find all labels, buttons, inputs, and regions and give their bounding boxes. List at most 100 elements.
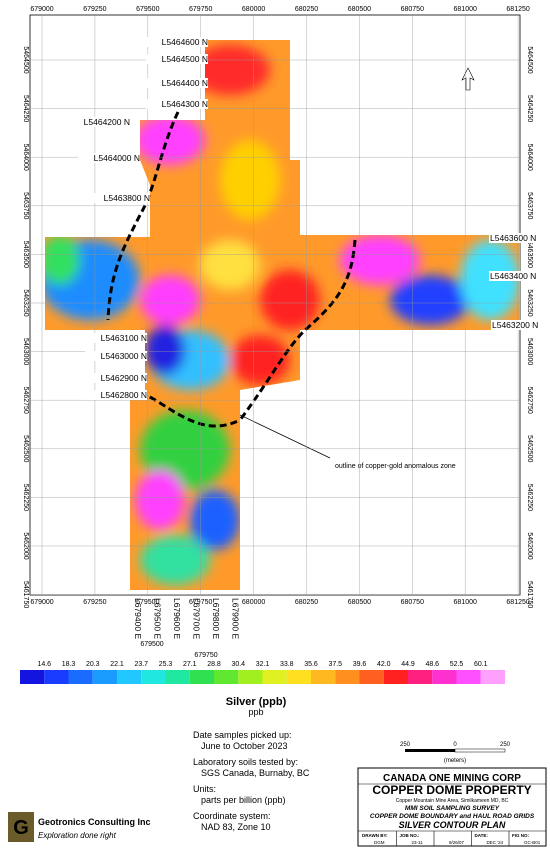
north-line-label: L5463600 N (490, 233, 536, 243)
y-coord-right: 5462250 (526, 484, 533, 511)
north-line-label: L5463200 N (492, 320, 538, 330)
y-coord-right: 5463000 (526, 338, 533, 365)
cell-label: FIG NO: (512, 833, 529, 838)
east-line-label: L679500 E (153, 598, 163, 639)
legend-label: 27.1 (183, 661, 197, 668)
x-coord-top: 679750 (189, 6, 212, 13)
label-bg (146, 37, 208, 47)
label-bg (85, 333, 147, 343)
note-text: June to October 2023 (201, 741, 288, 751)
x-coord-extra: 679500 (140, 641, 163, 648)
title-grids: COPPER DOME BOUNDARY and HAUL ROAD GRIDS (370, 813, 535, 820)
north-line-label: L5463100 N (101, 333, 147, 343)
legend-swatch (68, 670, 93, 684)
legend-swatch (359, 670, 384, 684)
y-coord-left: 5462750 (22, 387, 29, 414)
legend-label: 20.3 (86, 661, 100, 668)
legend-label: 35.6 (304, 661, 318, 668)
north-line-label: L5462900 N (101, 373, 147, 383)
note-heading: Units: (193, 784, 216, 794)
cell-label: DATE: (475, 833, 489, 838)
y-coord-left: 5462500 (22, 435, 29, 462)
label-bg (85, 390, 147, 400)
scale-label: 250 (500, 742, 511, 748)
annotation: outline of copper-gold anomalous zone (335, 463, 456, 470)
y-coord-right: 5464250 (526, 95, 533, 122)
y-coord-left: 5464000 (22, 144, 29, 171)
label-bg (88, 193, 150, 203)
y-coord-right: 5464500 (526, 46, 533, 73)
legend-swatch (262, 670, 287, 684)
legend-label: 52.5 (450, 661, 464, 668)
y-coord-left: 5464500 (22, 46, 29, 73)
legend-swatch (335, 670, 360, 684)
legend-swatch (141, 670, 166, 684)
y-coord-right: 5463250 (526, 289, 533, 316)
note-text: parts per billion (ppb) (201, 795, 286, 805)
legend-label: 33.8 (280, 661, 294, 668)
east-line-label: L679700 E (192, 598, 202, 639)
legend-label: 60.1 (474, 661, 488, 668)
scale-bar (405, 749, 455, 752)
cell-label: DRAWN BY: (362, 833, 388, 838)
x-coord-bottom: 679250 (83, 599, 106, 606)
y-coord-right: 5463750 (526, 192, 533, 219)
x-coord-extra: 679750 (194, 652, 217, 659)
north-line-label: L5463400 N (490, 271, 536, 281)
north-line-label: L5464400 N (162, 78, 208, 88)
x-coord-top: 679500 (136, 6, 159, 13)
legend-swatch (189, 670, 214, 684)
scale-label: 250 (400, 742, 411, 748)
cell-value: 23-11 (412, 840, 424, 845)
label-bg (85, 351, 147, 361)
y-coord-right: 5462000 (526, 532, 533, 559)
legend-label: 32.1 (256, 661, 270, 668)
legend-label: 23.7 (134, 661, 148, 668)
note-text: SGS Canada, Burnaby, BC (201, 768, 310, 778)
y-coord-left: 5462250 (22, 484, 29, 511)
legend-swatch (20, 670, 45, 684)
legend-swatch (408, 670, 433, 684)
y-coord-left: 5461750 (22, 581, 29, 608)
cell-value: DGM (374, 840, 385, 845)
label-bg (68, 117, 130, 127)
legend-label: 42.0 (377, 661, 391, 668)
title-property: COPPER DOME PROPERTY (372, 783, 531, 797)
y-coord-left: 5463750 (22, 192, 29, 219)
legend-label: 30.4 (231, 661, 245, 668)
cell-value: GC-B01 (524, 840, 541, 845)
x-coord-top: 680750 (401, 6, 424, 13)
y-coord-left: 5464250 (22, 95, 29, 122)
y-coord-right: 5464000 (526, 144, 533, 171)
north-line-label: L5463800 N (104, 193, 150, 203)
x-coord-bottom: 679500 (136, 599, 159, 606)
y-coord-left: 5462000 (22, 532, 29, 559)
legend-label: 14.6 (37, 661, 51, 668)
x-coord-top: 679000 (30, 6, 53, 13)
legend-title: Silver (ppb) (226, 696, 287, 708)
y-coord-right: 5462750 (526, 387, 533, 414)
cell-value: 9/26/07 (449, 840, 465, 845)
note-heading: Laboratory soils tested by: (193, 757, 298, 767)
north-line-label: L5463000 N (101, 351, 147, 361)
north-line-label: L5464500 N (162, 54, 208, 64)
label-bg (146, 99, 208, 109)
annotation-leader (239, 414, 331, 459)
x-coord-top: 681250 (506, 6, 529, 13)
legend-swatch (238, 670, 263, 684)
title-plan: SILVER CONTOUR PLAN (399, 820, 506, 830)
scale-bar (454, 748, 506, 753)
north-line-label: L5464200 N (84, 117, 130, 127)
legend-swatch (44, 670, 69, 684)
title-location: Copper Mountain Mine Area, Similkameen M… (396, 798, 509, 804)
x-coord-top: 679250 (83, 6, 106, 13)
legend-label: 39.6 (353, 661, 367, 668)
y-coord-left: 5463250 (22, 289, 29, 316)
label-bg (78, 153, 140, 163)
logo-letter: G (13, 817, 29, 839)
title-company: CANADA ONE MINING CORP (383, 773, 521, 784)
y-coord-right: 5461750 (526, 581, 533, 608)
x-coord-top: 681000 (454, 6, 477, 13)
label-bg (489, 271, 550, 281)
east-line-label: L679900 E (231, 598, 241, 639)
